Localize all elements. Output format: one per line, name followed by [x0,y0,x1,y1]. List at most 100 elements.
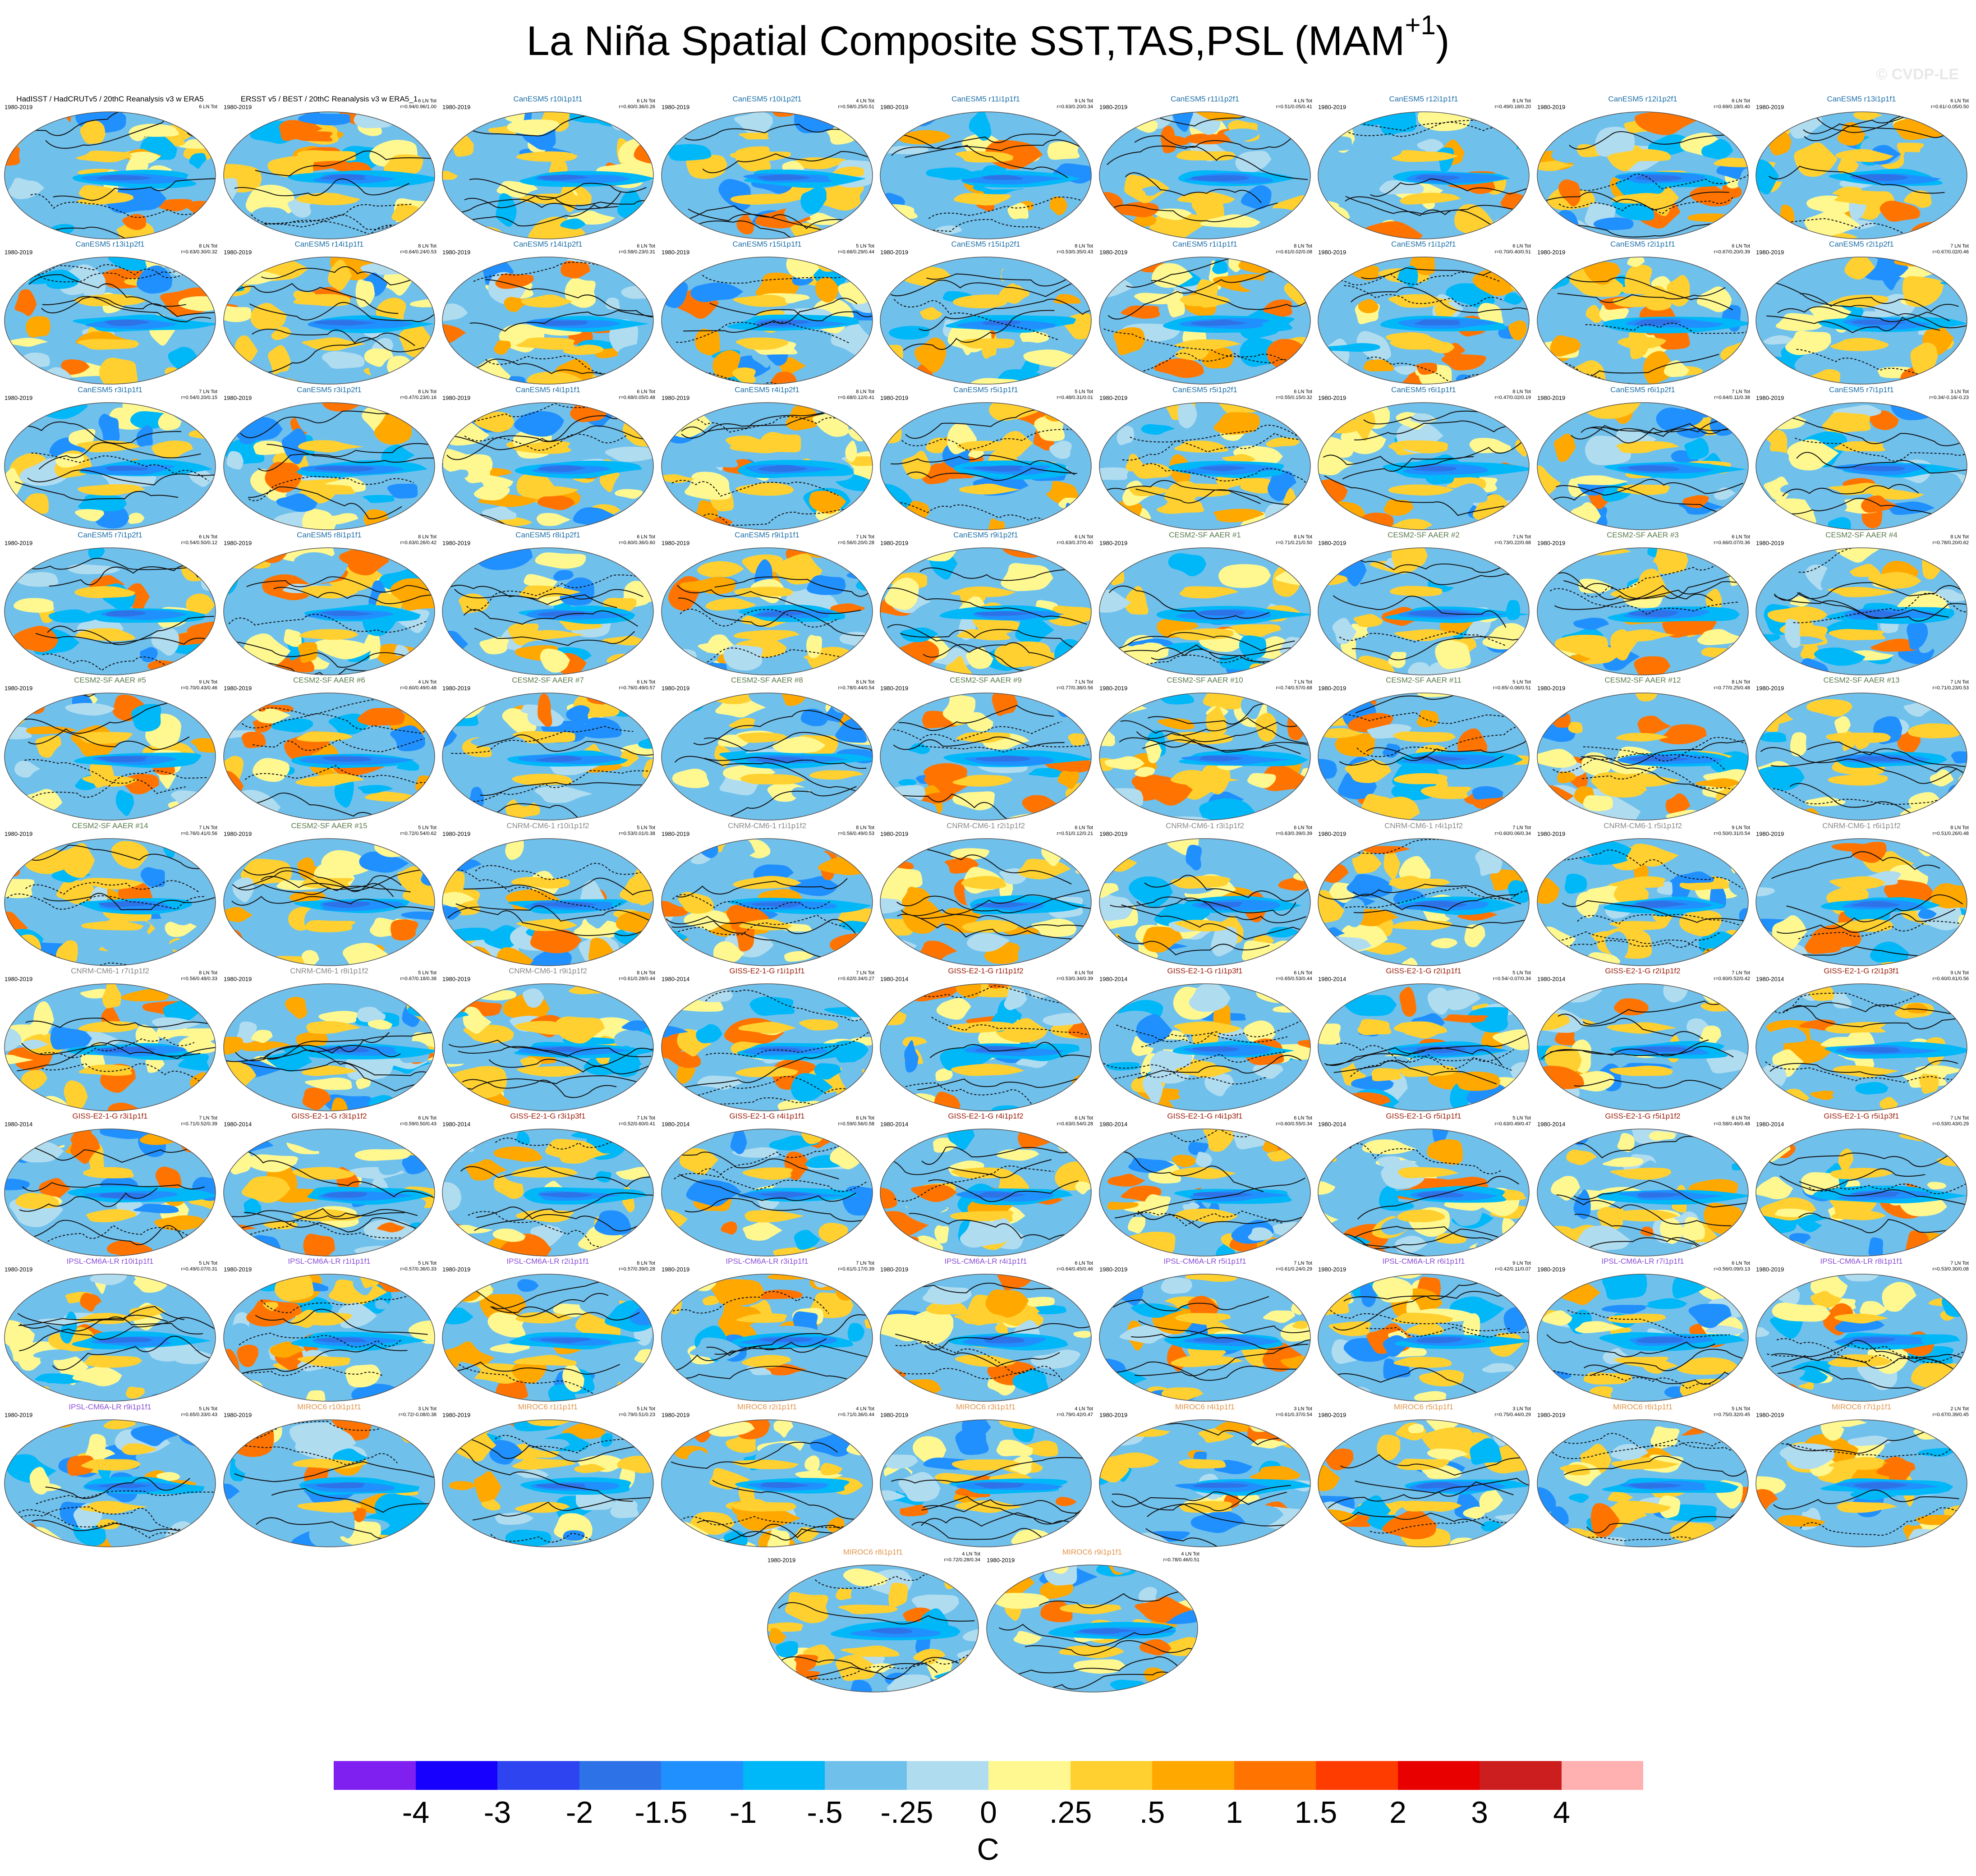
panel-title: MIROC6 r7i1p1f1 [1831,1403,1892,1411]
panel-years: 1980-2019 [662,104,690,110]
panel-title: CNRM-CM6-1 r4i1p1f2 [1384,821,1463,830]
colorbar-swatch [906,1761,988,1790]
map-panel: CanESM5 r15i1p1f1 1980-2019 5 LN Tot r=0.66… [659,240,875,386]
panel-event-count: 6 LN Tot [199,534,217,540]
panel-event-count: 9 LN Tot [199,679,217,685]
panel-years: 1980-2014 [1756,976,1784,982]
composite-map [1537,693,1749,821]
panel-title: MIROC6 r4i1p1f1 [1175,1403,1235,1411]
composite-map [1755,547,1967,675]
panel-pattern-correlation: r=0.51/0.12/0.21 [1057,831,1093,836]
panel-years: 1980-2019 [442,976,471,982]
page-title: La Niña Spatial Composite SST,TAS,PSL (M… [0,12,1976,66]
map-panel: CanESM5 r11i1p1f1 1980-2019 9 LN Tot r=0.63… [878,95,1094,241]
panel-event-count: 7 LN Tot [1950,679,1969,685]
colorbar-swatch [1397,1761,1480,1790]
panel-event-count: 6 LN Tot [637,98,655,104]
panel-event-count: 8 LN Tot [418,243,437,249]
panel-pattern-correlation: r=0.54/-0.07/0.34 [1493,976,1531,982]
panel-event-count: 7 LN Tot [856,534,874,540]
panel-title: CanESM5 r4i1p2f1 [735,385,800,394]
panel-title: CESM2-SF AAER #10 [1167,676,1243,684]
panel-pattern-correlation: r=0.58/0.46/0.48 [1714,1121,1750,1127]
composite-map [1318,547,1530,675]
panel-event-count: 5 LN Tot [1512,970,1531,976]
panel-event-count: 9 LN Tot [1732,825,1750,830]
panel-years: 1980-2019 [1537,830,1566,837]
panel-pattern-correlation: r=0.65/-0.06/0.51 [1493,685,1531,691]
composite-map [1099,547,1311,675]
panel-title: CNRM-CM6-1 r5i1p1f2 [1604,821,1682,830]
composite-map [4,547,216,675]
panel-pattern-correlation: r=0.60/0.06/0.34 [1494,831,1531,836]
composite-map [4,1274,216,1402]
colorbar-swatch [1152,1761,1234,1790]
panel-event-count: 7 LN Tot [856,1261,874,1266]
composite-map [4,111,216,239]
panel-title: CanESM5 r5i1p1f1 [953,385,1018,394]
panel-event-count: 4 LN Tot [1075,1406,1093,1412]
panel-pattern-correlation: r=0.58/0.25/0.51 [838,104,874,110]
panel-years: 1980-2019 [442,685,471,692]
panel-event-count: 7 LN Tot [637,1115,655,1121]
panel-years: 1980-2019 [1318,540,1346,546]
composite-map [223,983,435,1111]
panel-title: CESM2-SF AAER #2 [1388,531,1460,539]
composite-map [442,983,654,1111]
composite-map [1537,111,1749,239]
panel-pattern-correlation: r=0.60/0.36/0.60 [619,540,655,546]
panel-title: GISS-E2-1-G r3i1p1f1 [72,1112,148,1120]
panel-event-count: 7 LN Tot [1512,534,1531,540]
panel-title: CESM2-SF AAER #4 [1825,531,1898,539]
panel-years: 1980-2019 [662,249,690,256]
composite-map [1537,547,1749,675]
panel-years: 1980-2019 [224,394,252,401]
composite-map [1318,1419,1530,1547]
panel-years: 1980-2019 [5,685,33,692]
panel-years: 1980-2014 [1099,1121,1128,1128]
composite-map [1318,983,1530,1111]
composite-map [1537,1419,1749,1547]
panel-event-count: 7 LN Tot [1075,679,1093,685]
panel-years: 1980-2019 [1537,685,1566,692]
map-panel: GISS-E2-1-G r4i1p3f1 1980-2014 6 LN Tot r=0… [1097,1112,1313,1258]
panel-title: GISS-E2-1-G r5i1p3f1 [1824,1112,1899,1120]
panel-title: CESM2-SF AAER #11 [1386,676,1461,684]
panel-event-count: 6 LN Tot [1512,243,1531,249]
panel-years: 1980-2014 [1318,976,1346,982]
map-panel: CNRM-CM6-1 r7i1p1f2 1980-2019 8 LN Tot r=0.… [2,967,218,1113]
panel-title: IPSL-CM6A-LR r4i1p1f1 [944,1257,1027,1266]
composite-map [880,257,1092,385]
panel-event-count: 6 LN Tot [1732,1261,1750,1266]
panel-event-count: 6 LN Tot [1294,970,1312,976]
composite-map [1755,838,1967,966]
panel-title: CanESM5 r11i1p1f1 [951,95,1020,103]
panel-event-count: 6 LN Tot [1075,534,1093,540]
colorbar-swatch [334,1761,416,1790]
panel-event-count: 6 LN Tot [1732,243,1750,249]
panel-event-count: 8 LN Tot [637,1261,655,1266]
colorbar-swatch [825,1761,907,1790]
map-panel: MIROC6 r5i1p1f1 1980-2019 3 LN Tot r=0.75/0… [1315,1403,1532,1549]
panel-event-count: 7 LN Tot [199,1115,217,1121]
panel-years: 1980-2019 [1537,249,1566,256]
panel-years: 1980-2014 [662,976,690,982]
panel-years: 1980-2019 [1756,685,1784,692]
composite-map [1318,402,1530,530]
panel-years: 1980-2019 [224,830,252,837]
map-panel: MIROC6 r6i1p1f1 1980-2019 5 LN Tot r=0.75/0… [1535,1403,1751,1549]
composite-map [880,402,1092,530]
panel-title: CanESM5 r12i1p1f1 [1389,95,1458,103]
panel-years: 1980-2019 [1099,394,1128,401]
map-panel: CNRM-CM6-1 r9i1p1f2 1980-2019 8 LN Tot r=0.… [440,967,656,1113]
panel-event-count: 6 LN Tot [1075,1115,1093,1121]
composite-map [442,547,654,675]
map-panel: CanESM5 r3i1p2f1 1980-2019 8 LN Tot r=0.47/… [221,385,437,532]
panel-pattern-correlation: r=0.61/0.17/0.39 [838,1266,874,1272]
copyright-notice: © CVDP-LE [1876,66,1959,83]
composite-map [1755,402,1967,530]
composite-map [1755,257,1967,385]
panel-pattern-correlation: r=0.77/0.25/0.48 [1714,685,1750,691]
panel-pattern-correlation: r=0.67/0.02/0.46 [1932,249,1969,255]
panel-event-count: 4 LN Tot [962,1551,980,1557]
